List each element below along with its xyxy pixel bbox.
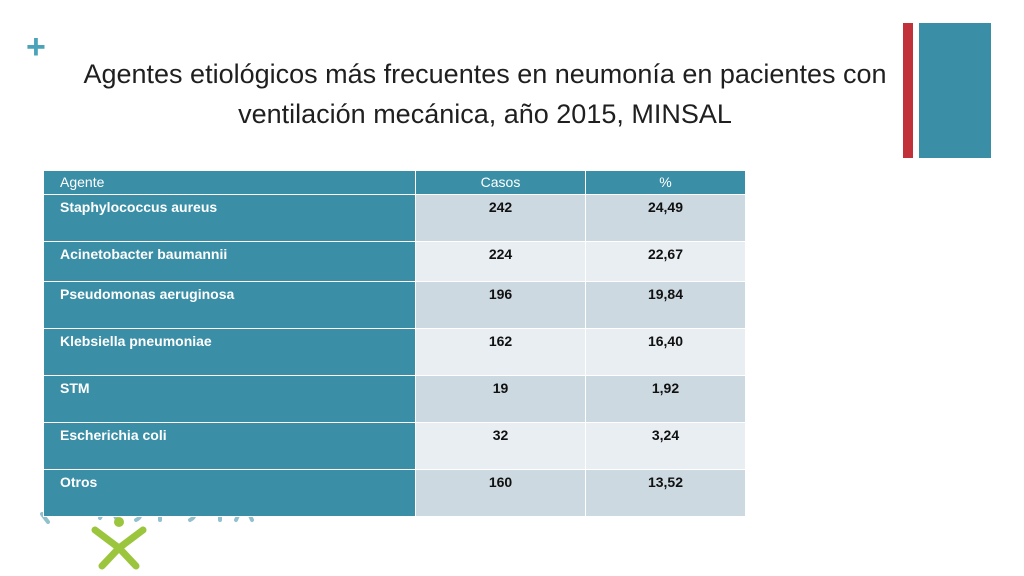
cell-agent: STM — [43, 375, 416, 423]
cell-percent: 16,40 — [585, 328, 746, 376]
header-percent: % — [585, 170, 746, 195]
table-row: STM 19 1,92 — [43, 375, 746, 423]
cell-percent: 19,84 — [585, 281, 746, 329]
teal-accent-bar — [919, 23, 991, 158]
cell-agent: Klebsiella pneumoniae — [43, 328, 416, 376]
cell-percent: 24,49 — [585, 194, 746, 242]
header-agent: Agente — [43, 170, 416, 195]
plus-icon: + — [26, 28, 46, 66]
cell-agent: Acinetobacter baumannii — [43, 241, 416, 282]
header-cases: Casos — [415, 170, 586, 195]
cell-agent: Escherichia coli — [43, 422, 416, 470]
cell-agent: Pseudomonas aeruginosa — [43, 281, 416, 329]
cell-cases: 162 — [415, 328, 586, 376]
table-row: Pseudomonas aeruginosa 196 19,84 — [43, 281, 746, 329]
table-row: Acinetobacter baumannii 224 22,67 — [43, 241, 746, 282]
table-header-row: Agente Casos % — [43, 170, 746, 195]
cell-cases: 242 — [415, 194, 586, 242]
cell-percent: 3,24 — [585, 422, 746, 470]
cell-cases: 32 — [415, 422, 586, 470]
cell-percent: 22,67 — [585, 241, 746, 282]
cell-cases: 19 — [415, 375, 586, 423]
cell-cases: 224 — [415, 241, 586, 282]
cell-cases: 196 — [415, 281, 586, 329]
pathogens-table: Agente Casos % Staphylococcus aureus 242… — [43, 170, 746, 517]
red-accent-bar — [903, 23, 913, 158]
cell-agent: Otros — [43, 469, 416, 517]
cell-cases: 160 — [415, 469, 586, 517]
table-row: Staphylococcus aureus 242 24,49 — [43, 194, 746, 242]
table-row: Otros 160 13,52 — [43, 469, 746, 517]
slide-title: Agentes etiológicos más frecuentes en ne… — [83, 59, 887, 129]
cell-agent: Staphylococcus aureus — [43, 194, 416, 242]
table-row: Escherichia coli 32 3,24 — [43, 422, 746, 470]
cell-percent: 1,92 — [585, 375, 746, 423]
cell-percent: 13,52 — [585, 469, 746, 517]
table-row: Klebsiella pneumoniae 162 16,40 — [43, 328, 746, 376]
